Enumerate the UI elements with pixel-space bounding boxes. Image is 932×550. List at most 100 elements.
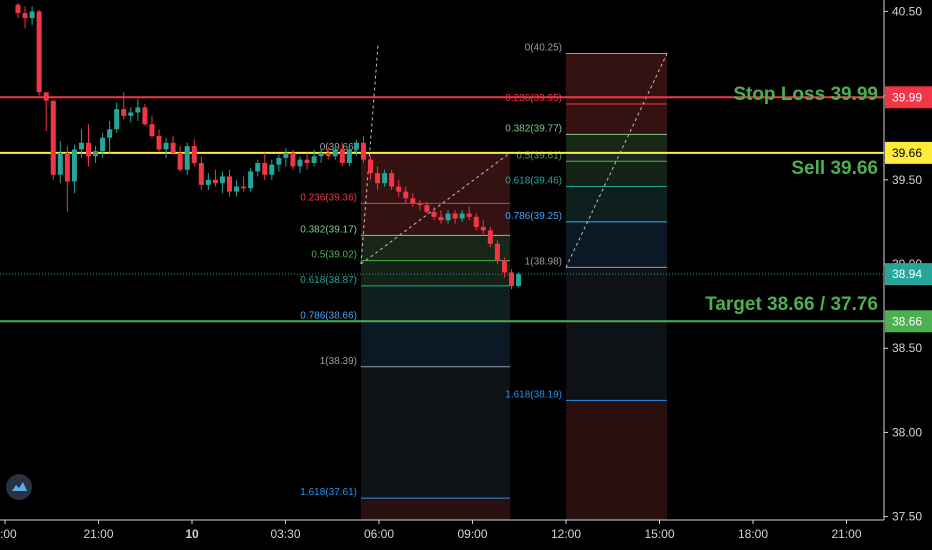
- fib-zone-right: [566, 161, 667, 187]
- candle-body: [410, 198, 416, 204]
- candle-body: [297, 159, 303, 167]
- candle-body: [304, 159, 310, 163]
- price-badge: [885, 86, 932, 109]
- candle-body: [368, 159, 373, 174]
- x-tick-label: 21:00: [83, 527, 113, 541]
- fib-level-label: 0.382(39.17): [300, 224, 357, 235]
- fib-zone-left: [361, 260, 510, 286]
- candle-body: [107, 129, 113, 138]
- candle-body: [494, 243, 500, 261]
- fib-level-label: 0.618(38.87): [300, 275, 357, 286]
- candle-body: [43, 92, 49, 101]
- fib-level-label: 1.618(37.61): [300, 487, 357, 498]
- candle-body: [71, 149, 77, 182]
- price-badge: [885, 263, 932, 286]
- candle-body: [346, 149, 352, 163]
- candle-body: [248, 171, 254, 189]
- candle-body: [283, 152, 289, 158]
- y-tick-label: 40.50: [892, 4, 922, 18]
- candle-body: [466, 213, 472, 217]
- candle-body: [22, 13, 28, 19]
- price-badges: 39.99 39.66 38.94 38.66: [885, 86, 932, 333]
- fib-level-label: 0.5(39.02): [311, 250, 357, 261]
- candle-body: [262, 162, 268, 175]
- candle-body: [50, 100, 56, 175]
- candle-body: [29, 11, 35, 19]
- fib-level-label: 0.786(39.25): [505, 211, 562, 222]
- candle-body: [86, 142, 91, 157]
- candle-body: [64, 152, 70, 182]
- candle-body: [480, 226, 486, 231]
- fib-level-label: 0.618(39.46): [505, 176, 562, 187]
- annotation-sell: Sell 39.66: [791, 157, 878, 179]
- fib-zone-left: [361, 321, 510, 367]
- fibonacci-retracements[interactable]: 0(39.66) 0.236(39.36) 0.382(39.17) 0.5(39.0…: [300, 43, 668, 520]
- fib-zone-right: [566, 267, 667, 401]
- candle-body: [135, 107, 141, 113]
- price-badge-label: 38.66: [892, 314, 922, 328]
- candle-body: [227, 176, 232, 192]
- fib-level-label: 0.382(39.77): [505, 123, 562, 134]
- candle-body: [431, 211, 437, 217]
- candle-body: [170, 142, 176, 153]
- annotation-target: Target 38.66 / 37.76: [705, 294, 878, 316]
- fib-zone-right: [566, 134, 667, 162]
- fib-zone-right: [566, 53, 667, 105]
- candle-body: [332, 149, 338, 157]
- candle-body: [382, 173, 388, 184]
- candle-body: [487, 230, 493, 244]
- candle-body: [360, 142, 366, 160]
- candle-body: [459, 213, 465, 219]
- candle-body: [501, 260, 507, 273]
- fib-level-label: 1.618(38.19): [505, 389, 562, 400]
- fib-level-label: 1(38.98): [525, 256, 562, 267]
- candlestick-series: [15, 3, 522, 290]
- tradingview-logo-icon[interactable]: [6, 474, 32, 500]
- candle-body: [114, 109, 120, 130]
- candle-body: [93, 151, 99, 157]
- x-tick-label: 0:00: [0, 527, 17, 541]
- fib-level-label: 0(39.66): [320, 142, 357, 153]
- x-tick-label: 21:00: [831, 527, 861, 541]
- fib-zone-right: [566, 186, 667, 222]
- candle-body: [438, 216, 444, 221]
- candle-body: [516, 274, 522, 286]
- candle-body: [276, 157, 282, 165]
- price-badge-label: 39.66: [892, 146, 922, 160]
- y-tick-label: 38.00: [892, 425, 922, 439]
- candle-body: [445, 213, 451, 221]
- fib-level-label: 0.236(39.36): [300, 192, 357, 203]
- annotation-stop-loss: Stop Loss 39.99: [733, 83, 878, 105]
- x-tick-label: 06:00: [364, 527, 394, 541]
- fib-zone-right: [566, 400, 667, 520]
- candle-body: [389, 173, 395, 187]
- candle-body: [163, 142, 169, 150]
- fib-zone-left: [361, 366, 510, 499]
- price-badge-label: 38.94: [892, 267, 922, 281]
- price-badge: [885, 310, 932, 333]
- fib-trend-line: [360, 152, 511, 265]
- candle-body: [325, 152, 331, 157]
- candle-body: [100, 137, 106, 152]
- candle-body: [396, 186, 402, 192]
- candle-body: [353, 142, 359, 150]
- fib-zone-left: [361, 285, 510, 322]
- candle-body: [269, 164, 275, 175]
- fib-level-label: 0(40.25): [525, 43, 562, 54]
- horizontal-price-lines[interactable]: [0, 96, 884, 323]
- candle-body: [198, 162, 204, 185]
- fib-zone-right: [566, 104, 667, 135]
- candle-body: [403, 191, 409, 199]
- x-tick-label: 15:00: [644, 527, 674, 541]
- candle-body: [290, 152, 296, 167]
- candle-body: [318, 152, 324, 157]
- fib-zone-right: [566, 221, 667, 268]
- candle-body: [452, 213, 458, 219]
- y-tick-label: 37.50: [892, 510, 922, 524]
- candle-body: [212, 179, 218, 184]
- candle-body: [473, 216, 479, 227]
- candle-body: [149, 124, 155, 137]
- x-tick-label: 09:00: [457, 527, 487, 541]
- fib-zone-left: [361, 203, 510, 236]
